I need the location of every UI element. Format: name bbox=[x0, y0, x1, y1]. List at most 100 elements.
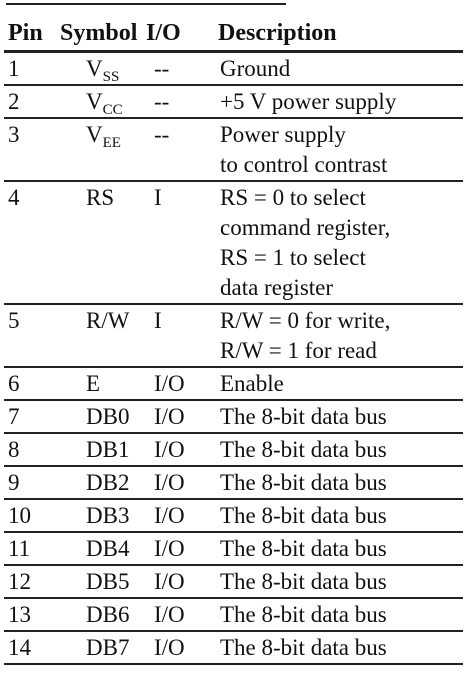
symbol-base: DB6 bbox=[86, 602, 130, 627]
table-row: 6 E I/O Enable bbox=[4, 367, 463, 401]
pin-symbol: VEE bbox=[56, 118, 142, 182]
pin-symbol: DB1 bbox=[56, 433, 142, 467]
symbol-base: DB1 bbox=[86, 437, 130, 462]
symbol-base: V bbox=[86, 122, 103, 147]
symbol-base: E bbox=[86, 371, 101, 396]
description-line: command register, bbox=[220, 215, 391, 240]
pin-io: I/O bbox=[142, 466, 214, 500]
table-row: 12 DB5 I/O The 8-bit data bus bbox=[4, 565, 463, 599]
pin-description: The 8-bit data bus bbox=[214, 400, 463, 434]
header-description: Description bbox=[214, 16, 463, 53]
pin-description: The 8-bit data bus bbox=[214, 532, 463, 566]
table-row: 9 DB2 I/O The 8-bit data bus bbox=[4, 466, 463, 500]
pin-number: 2 bbox=[4, 85, 56, 119]
pin-description: The 8-bit data bus bbox=[214, 433, 463, 467]
symbol-base: DB2 bbox=[86, 470, 130, 495]
pin-io: I/O bbox=[142, 631, 214, 665]
description-line: R/W = 1 for read bbox=[220, 338, 377, 363]
table-row: 5 R/W I R/W = 0 for write, R/W = 1 for read bbox=[4, 304, 463, 368]
pin-symbol: DB6 bbox=[56, 598, 142, 632]
symbol-base: DB4 bbox=[86, 536, 130, 561]
header-symbol: Symbol bbox=[56, 16, 142, 53]
pin-table: Pin Symbol I/O Description 1 VSS -- Ground 2… bbox=[4, 16, 463, 665]
pin-number: 13 bbox=[4, 598, 56, 632]
description-line: data register bbox=[220, 275, 334, 300]
description-line: RS = 1 to select bbox=[220, 245, 366, 270]
description-line: The 8-bit data bus bbox=[220, 404, 387, 429]
description-line: The 8-bit data bus bbox=[220, 437, 387, 462]
symbol-base: R/W bbox=[86, 308, 130, 333]
table-row: 3 VEE -- Power supply to control contrast bbox=[4, 118, 463, 182]
pin-number: 7 bbox=[4, 400, 56, 434]
symbol-base: V bbox=[86, 89, 103, 114]
top-rule bbox=[6, 3, 286, 5]
description-line: The 8-bit data bus bbox=[220, 503, 387, 528]
pin-number: 1 bbox=[4, 51, 56, 86]
table-body: 1 VSS -- Ground 2 VCC -- +5 V power supply 3 VEE -… bbox=[4, 51, 463, 665]
pin-description: The 8-bit data bus bbox=[214, 598, 463, 632]
description-line: Enable bbox=[220, 371, 284, 396]
pin-io: I/O bbox=[142, 532, 214, 566]
pin-symbol: RS bbox=[56, 181, 142, 305]
pin-number: 8 bbox=[4, 433, 56, 467]
table-row: 1 VSS -- Ground bbox=[4, 51, 463, 86]
description-line: The 8-bit data bus bbox=[220, 635, 387, 660]
symbol-base: V bbox=[86, 56, 103, 81]
pin-number: 5 bbox=[4, 304, 56, 368]
table-row: 14 DB7 I/O The 8-bit data bus bbox=[4, 631, 463, 665]
pin-symbol: DB7 bbox=[56, 631, 142, 665]
pin-symbol: R/W bbox=[56, 304, 142, 368]
pin-io: I/O bbox=[142, 598, 214, 632]
pin-io: I/O bbox=[142, 499, 214, 533]
pin-description: R/W = 0 for write, R/W = 1 for read bbox=[214, 304, 463, 368]
description-line: +5 V power supply bbox=[220, 89, 397, 114]
pin-number: 6 bbox=[4, 367, 56, 401]
symbol-base: DB7 bbox=[86, 635, 130, 660]
description-line: RS = 0 to select bbox=[220, 185, 366, 210]
description-line: The 8-bit data bus bbox=[220, 569, 387, 594]
table-header-row: Pin Symbol I/O Description bbox=[4, 16, 463, 53]
table-row: 4 RS I RS = 0 to select command register, RS … bbox=[4, 181, 463, 305]
symbol-base: RS bbox=[86, 185, 115, 210]
description-line: R/W = 0 for write, bbox=[220, 308, 391, 333]
pin-symbol: DB4 bbox=[56, 532, 142, 566]
symbol-base: DB3 bbox=[86, 503, 130, 528]
pin-io: I bbox=[142, 181, 214, 305]
table-row: 10 DB3 I/O The 8-bit data bus bbox=[4, 499, 463, 533]
symbol-subscript: EE bbox=[102, 135, 121, 151]
pin-symbol: DB0 bbox=[56, 400, 142, 434]
pin-io: -- bbox=[142, 118, 214, 182]
symbol-subscript: CC bbox=[102, 102, 123, 118]
pin-number: 10 bbox=[4, 499, 56, 533]
pin-symbol: VSS bbox=[56, 51, 142, 86]
description-line: to control contrast bbox=[220, 152, 388, 177]
pin-description: Power supply to control contrast bbox=[214, 118, 463, 182]
description-line: Ground bbox=[220, 56, 291, 81]
pin-number: 9 bbox=[4, 466, 56, 500]
header-io: I/O bbox=[142, 16, 214, 53]
pin-number: 4 bbox=[4, 181, 56, 305]
pin-description: RS = 0 to select command register, RS = 1 … bbox=[214, 181, 463, 305]
pin-io: I/O bbox=[142, 565, 214, 599]
pin-number: 11 bbox=[4, 532, 56, 566]
pin-description: +5 V power supply bbox=[214, 85, 463, 119]
description-line: Power supply bbox=[220, 122, 346, 147]
pin-description: The 8-bit data bus bbox=[214, 565, 463, 599]
table-row: 7 DB0 I/O The 8-bit data bus bbox=[4, 400, 463, 434]
pin-description: The 8-bit data bus bbox=[214, 499, 463, 533]
pin-io: I/O bbox=[142, 367, 214, 401]
description-line: The 8-bit data bus bbox=[220, 470, 387, 495]
pin-symbol: DB5 bbox=[56, 565, 142, 599]
pin-io: I/O bbox=[142, 400, 214, 434]
header-pin: Pin bbox=[4, 16, 56, 53]
pin-io: -- bbox=[142, 85, 214, 119]
pin-description: Enable bbox=[214, 367, 463, 401]
pin-io: I/O bbox=[142, 433, 214, 467]
symbol-base: DB0 bbox=[86, 404, 130, 429]
pin-number: 12 bbox=[4, 565, 56, 599]
pin-io: -- bbox=[142, 51, 214, 86]
table-row: 13 DB6 I/O The 8-bit data bus bbox=[4, 598, 463, 632]
pin-symbol: E bbox=[56, 367, 142, 401]
pin-symbol: DB3 bbox=[56, 499, 142, 533]
table-row: 11 DB4 I/O The 8-bit data bus bbox=[4, 532, 463, 566]
